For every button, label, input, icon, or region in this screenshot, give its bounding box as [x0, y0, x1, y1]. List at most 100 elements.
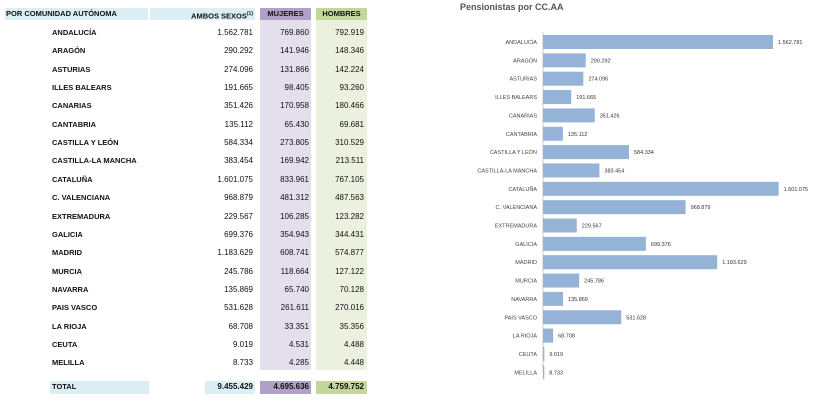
data-label: 968.879	[691, 205, 711, 211]
bar	[543, 200, 686, 215]
both-value: 531.628	[224, 303, 253, 313]
bar	[543, 273, 580, 288]
category-label: NAVARRA	[511, 297, 537, 303]
both-value: 1.601.075	[217, 174, 253, 184]
women-value: 354.943	[280, 229, 309, 239]
both-value: 1.183.629	[217, 248, 253, 258]
table-row: NAVARRA 135.869 65.740 70.128	[0, 283, 400, 297]
both-value: 584.334	[224, 138, 253, 148]
category-label: ASTURIAS	[509, 77, 537, 83]
bar	[543, 71, 584, 86]
table-row: ANDALUCÍA 1.562.781 769.860 792.919	[0, 26, 400, 40]
region-name: ASTURIAS	[52, 64, 91, 74]
header-women: MUJERES	[267, 9, 304, 18]
data-label: 135.869	[568, 297, 588, 303]
women-value: 65.430	[284, 119, 309, 129]
data-label: 9.019	[549, 352, 563, 358]
both-value: 1.562.781	[217, 28, 253, 37]
women-value: 273.805	[280, 138, 309, 148]
women-value: 4.285	[288, 358, 309, 368]
table-row: LA RIOJA 68.708 33.351 35.356	[0, 320, 400, 334]
women-value: 141.946	[280, 46, 309, 56]
table-row: MURCIA 245.786 118.664 127.122	[0, 265, 400, 279]
both-value: 191.665	[224, 83, 253, 93]
category-label: LA RIOJA	[513, 334, 537, 340]
both-value: 968.879	[224, 193, 253, 203]
men-value: 4.448	[343, 358, 364, 368]
men-value: 70.128	[339, 284, 364, 294]
data-label: 584.334	[634, 150, 654, 156]
region-name: CANTABRIA	[52, 119, 97, 129]
women-value: 481.312	[280, 193, 309, 203]
men-value: 270.016	[335, 303, 364, 313]
data-label: 290.292	[591, 58, 611, 64]
women-value: 608.741	[280, 248, 309, 258]
men-value: 142.224	[335, 64, 364, 74]
women-value: 769.860	[280, 28, 309, 37]
header-both: AMBOS SEXOS(1)	[150, 8, 253, 21]
category-label: CANARIAS	[509, 113, 537, 119]
region-name: MURCIA	[52, 266, 82, 276]
women-value: 261.611	[280, 303, 309, 313]
both-value: 290.292	[224, 46, 253, 56]
data-label: 1.562.781	[778, 40, 802, 46]
category-label: CATALUÑA	[508, 186, 537, 193]
data-label: 1.183.629	[722, 260, 746, 266]
header-men-bg	[316, 8, 367, 20]
category-label: CANTABRIA	[506, 132, 537, 138]
data-label: 229.567	[582, 224, 602, 230]
region-name: ILLES BALEARS	[52, 83, 112, 93]
data-label: 135.112	[568, 132, 587, 138]
table-row: ARAGÓN 290.292 141.946 148.346	[0, 44, 400, 58]
men-value: 69.681	[339, 119, 364, 129]
bar	[543, 35, 773, 49]
region-name: PAIS VASCO	[52, 303, 98, 313]
header-both-label: AMBOS SEXOS	[191, 11, 247, 21]
category-label: ARAGÓN	[513, 57, 537, 64]
table-row: MELILLA 8.733 4.285 4.448	[0, 356, 400, 370]
region-name: MELILLA	[52, 358, 85, 368]
category-label: ANDALUCÍA	[506, 39, 538, 46]
data-label: 699.376	[651, 242, 671, 248]
data-label: 383.454	[604, 168, 624, 174]
total-row: TOTAL 9.455.429 4.695.636 4.759.752	[0, 380, 400, 394]
men-value: 213.511	[335, 156, 364, 166]
data-label: 245.786	[584, 279, 604, 285]
bar	[543, 145, 629, 160]
region-name: LA RIOJA	[52, 321, 87, 331]
bar	[543, 291, 563, 306]
header-region-bg	[5, 8, 148, 20]
header-both-bg	[150, 8, 255, 20]
category-label: MELILLA	[514, 370, 537, 376]
region-name: GALICIA	[52, 229, 83, 239]
bar	[543, 310, 622, 325]
region-name: CASTILLA-LA MANCHA	[52, 156, 137, 166]
men-value: 344.431	[335, 229, 364, 239]
region-name: ARAGÓN	[52, 46, 86, 56]
data-label: 8.733	[549, 370, 563, 376]
data-label: 68.708	[558, 334, 575, 340]
bar	[543, 328, 554, 343]
table-row: CANARIAS 351.426 170.958 180.466	[0, 99, 400, 113]
women-value: 118.664	[280, 266, 309, 276]
header-region: POR COMUNIDAD AUTÓNOMA	[6, 9, 117, 18]
both-value: 383.454	[224, 156, 253, 166]
table-row: GALICIA 699.376 354.943 344.431	[0, 228, 400, 242]
women-value: 106.285	[280, 211, 309, 221]
both-value: 135.112	[224, 119, 253, 129]
table-row: EXTREMADURA 229.567 106.285 123.282	[0, 210, 400, 224]
men-value: 487.563	[335, 193, 364, 203]
both-value: 229.567	[224, 211, 253, 221]
women-value: 4.531	[288, 339, 309, 349]
data-label: 351.426	[600, 113, 620, 119]
bar	[543, 108, 595, 123]
men-value: 148.346	[335, 46, 364, 56]
both-value: 8.733	[232, 358, 253, 368]
men-value: 123.282	[335, 211, 364, 221]
both-value: 351.426	[224, 101, 253, 111]
total-label-bg	[50, 381, 149, 394]
bar	[543, 218, 577, 233]
bar	[543, 181, 779, 196]
data-label: 1.601.075	[784, 187, 808, 193]
men-value: 180.466	[335, 101, 364, 111]
